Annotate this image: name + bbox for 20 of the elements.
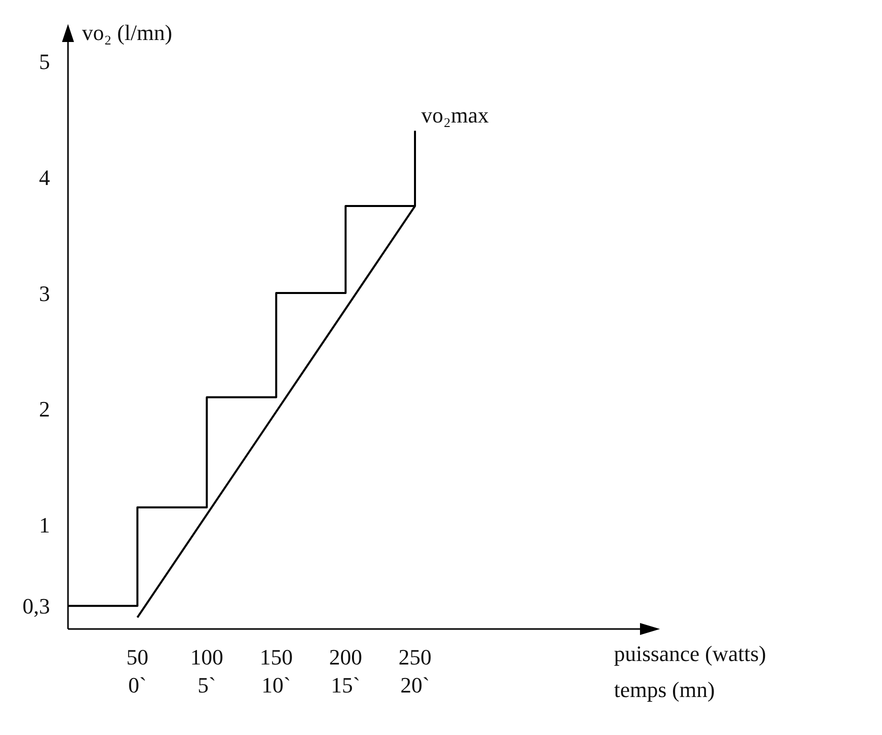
y-tick-label: 0,3 xyxy=(22,594,50,619)
y-tick-label: 3 xyxy=(39,280,50,306)
y-tick-label: 2 xyxy=(39,396,50,422)
x-tick-label: 200 xyxy=(329,644,362,670)
x2-tick-label: 5` xyxy=(198,672,216,698)
x-tick-label: 250 xyxy=(398,644,432,670)
x2-tick-label: 15` xyxy=(330,672,360,698)
x2-axis-title: temps (mn) xyxy=(614,677,715,702)
annotation: vo₂max xyxy=(421,102,489,128)
x-axis-title: puissance (watts) xyxy=(614,641,766,666)
y-axis-title: vo₂ (l/mn) xyxy=(82,20,172,45)
x-tick-label: 50 xyxy=(126,644,148,670)
x-tick-label: 150 xyxy=(260,644,293,670)
y-tick-label: 4 xyxy=(39,164,50,190)
x2-tick-label: 20` xyxy=(400,672,430,698)
y-tick-label: 5 xyxy=(39,48,50,74)
x-tick-label: 100 xyxy=(190,644,224,670)
y-tick-label: 1 xyxy=(39,512,50,538)
x2-tick-label: 10` xyxy=(262,672,291,698)
x2-tick-label: 0` xyxy=(128,672,147,698)
